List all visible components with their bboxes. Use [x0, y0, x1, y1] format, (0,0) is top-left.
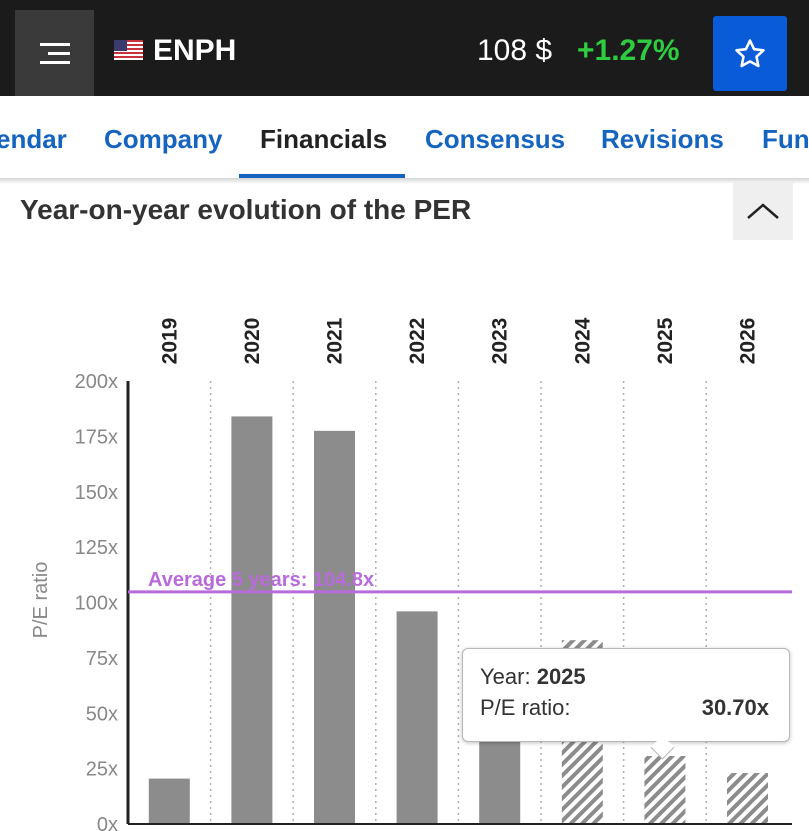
tab-fundamentals[interactable]: Fun — [762, 124, 809, 154]
tab-company[interactable]: Company — [104, 124, 223, 154]
y-tick-label: 200x — [75, 371, 118, 393]
y-tick-label: 100x — [75, 593, 118, 615]
average-label: Average 5 years: 104.8x — [148, 569, 374, 591]
tooltip-year-label: Year: — [480, 664, 531, 689]
category-label-2020: 2020 — [241, 318, 264, 365]
tab-bar-shadow — [0, 178, 809, 184]
category-label-2021: 2021 — [324, 317, 347, 364]
bar-2022[interactable] — [396, 611, 438, 824]
tooltip-year-value: 2025 — [536, 664, 586, 689]
bar-2023[interactable] — [479, 737, 521, 824]
y-tick-label: 25x — [86, 759, 118, 781]
star-icon — [735, 38, 765, 67]
section-title: Year-on-year evolution of the PER — [20, 194, 472, 225]
category-label-2025: 2025 — [654, 317, 677, 364]
bar-2019[interactable] — [148, 778, 190, 824]
collapse-button[interactable] — [733, 182, 793, 240]
tab-financials[interactable]: Financials — [260, 124, 388, 154]
y-tick-label: 50x — [86, 703, 118, 725]
category-label-2023: 2023 — [489, 318, 512, 365]
y-tick-label: 0x — [97, 814, 118, 831]
category-label-2024: 2024 — [571, 317, 594, 364]
tab-consensus[interactable]: Consensus — [425, 124, 566, 154]
y-tick-label: 125x — [75, 537, 118, 559]
tooltip-metric-label: P/E ratio: — [480, 695, 571, 720]
tab-bar: endar Company Financials Consensus Revis… — [0, 96, 809, 178]
y-tick-label: 175x — [75, 426, 118, 448]
active-tab-indicator — [239, 174, 405, 178]
tooltip-metric-value: 30.70x — [701, 695, 769, 720]
category-label-2019: 2019 — [158, 318, 181, 365]
us-flag-icon — [114, 40, 143, 60]
bar-2026[interactable] — [727, 773, 768, 824]
ticker-symbol: ENPH — [153, 34, 237, 67]
menu-button[interactable] — [15, 10, 94, 96]
y-tick-label: 75x — [86, 648, 118, 670]
category-label-2026: 2026 — [737, 318, 760, 365]
tab-calendar[interactable]: endar — [0, 124, 67, 154]
stock-price: 108 $ — [477, 34, 553, 67]
chart-tooltip: Year: 2025 P/E ratio: 30.70x — [462, 648, 790, 760]
tooltip-year-row: Year: 2025 — [480, 664, 586, 690]
chevron-up-icon — [747, 203, 779, 219]
tab-revisions[interactable]: Revisions — [601, 124, 724, 154]
category-label-2022: 2022 — [406, 318, 429, 365]
bar-2025[interactable] — [644, 755, 686, 824]
price-change: +1.27% — [577, 34, 680, 67]
per-chart: 2019 2020 2021 2022 2023 2024 2025 2026 0x 25x 50x… — [30, 317, 792, 831]
y-tick-label: 150x — [75, 482, 118, 504]
bar-2021[interactable] — [314, 430, 355, 824]
watchlist-button[interactable] — [713, 16, 787, 91]
y-axis-label: P/E ratio — [30, 562, 52, 639]
hamburger-icon — [39, 37, 70, 70]
top-bar: ENPH 108 $ +1.27% — [0, 0, 809, 96]
bar-2020[interactable] — [231, 416, 273, 824]
